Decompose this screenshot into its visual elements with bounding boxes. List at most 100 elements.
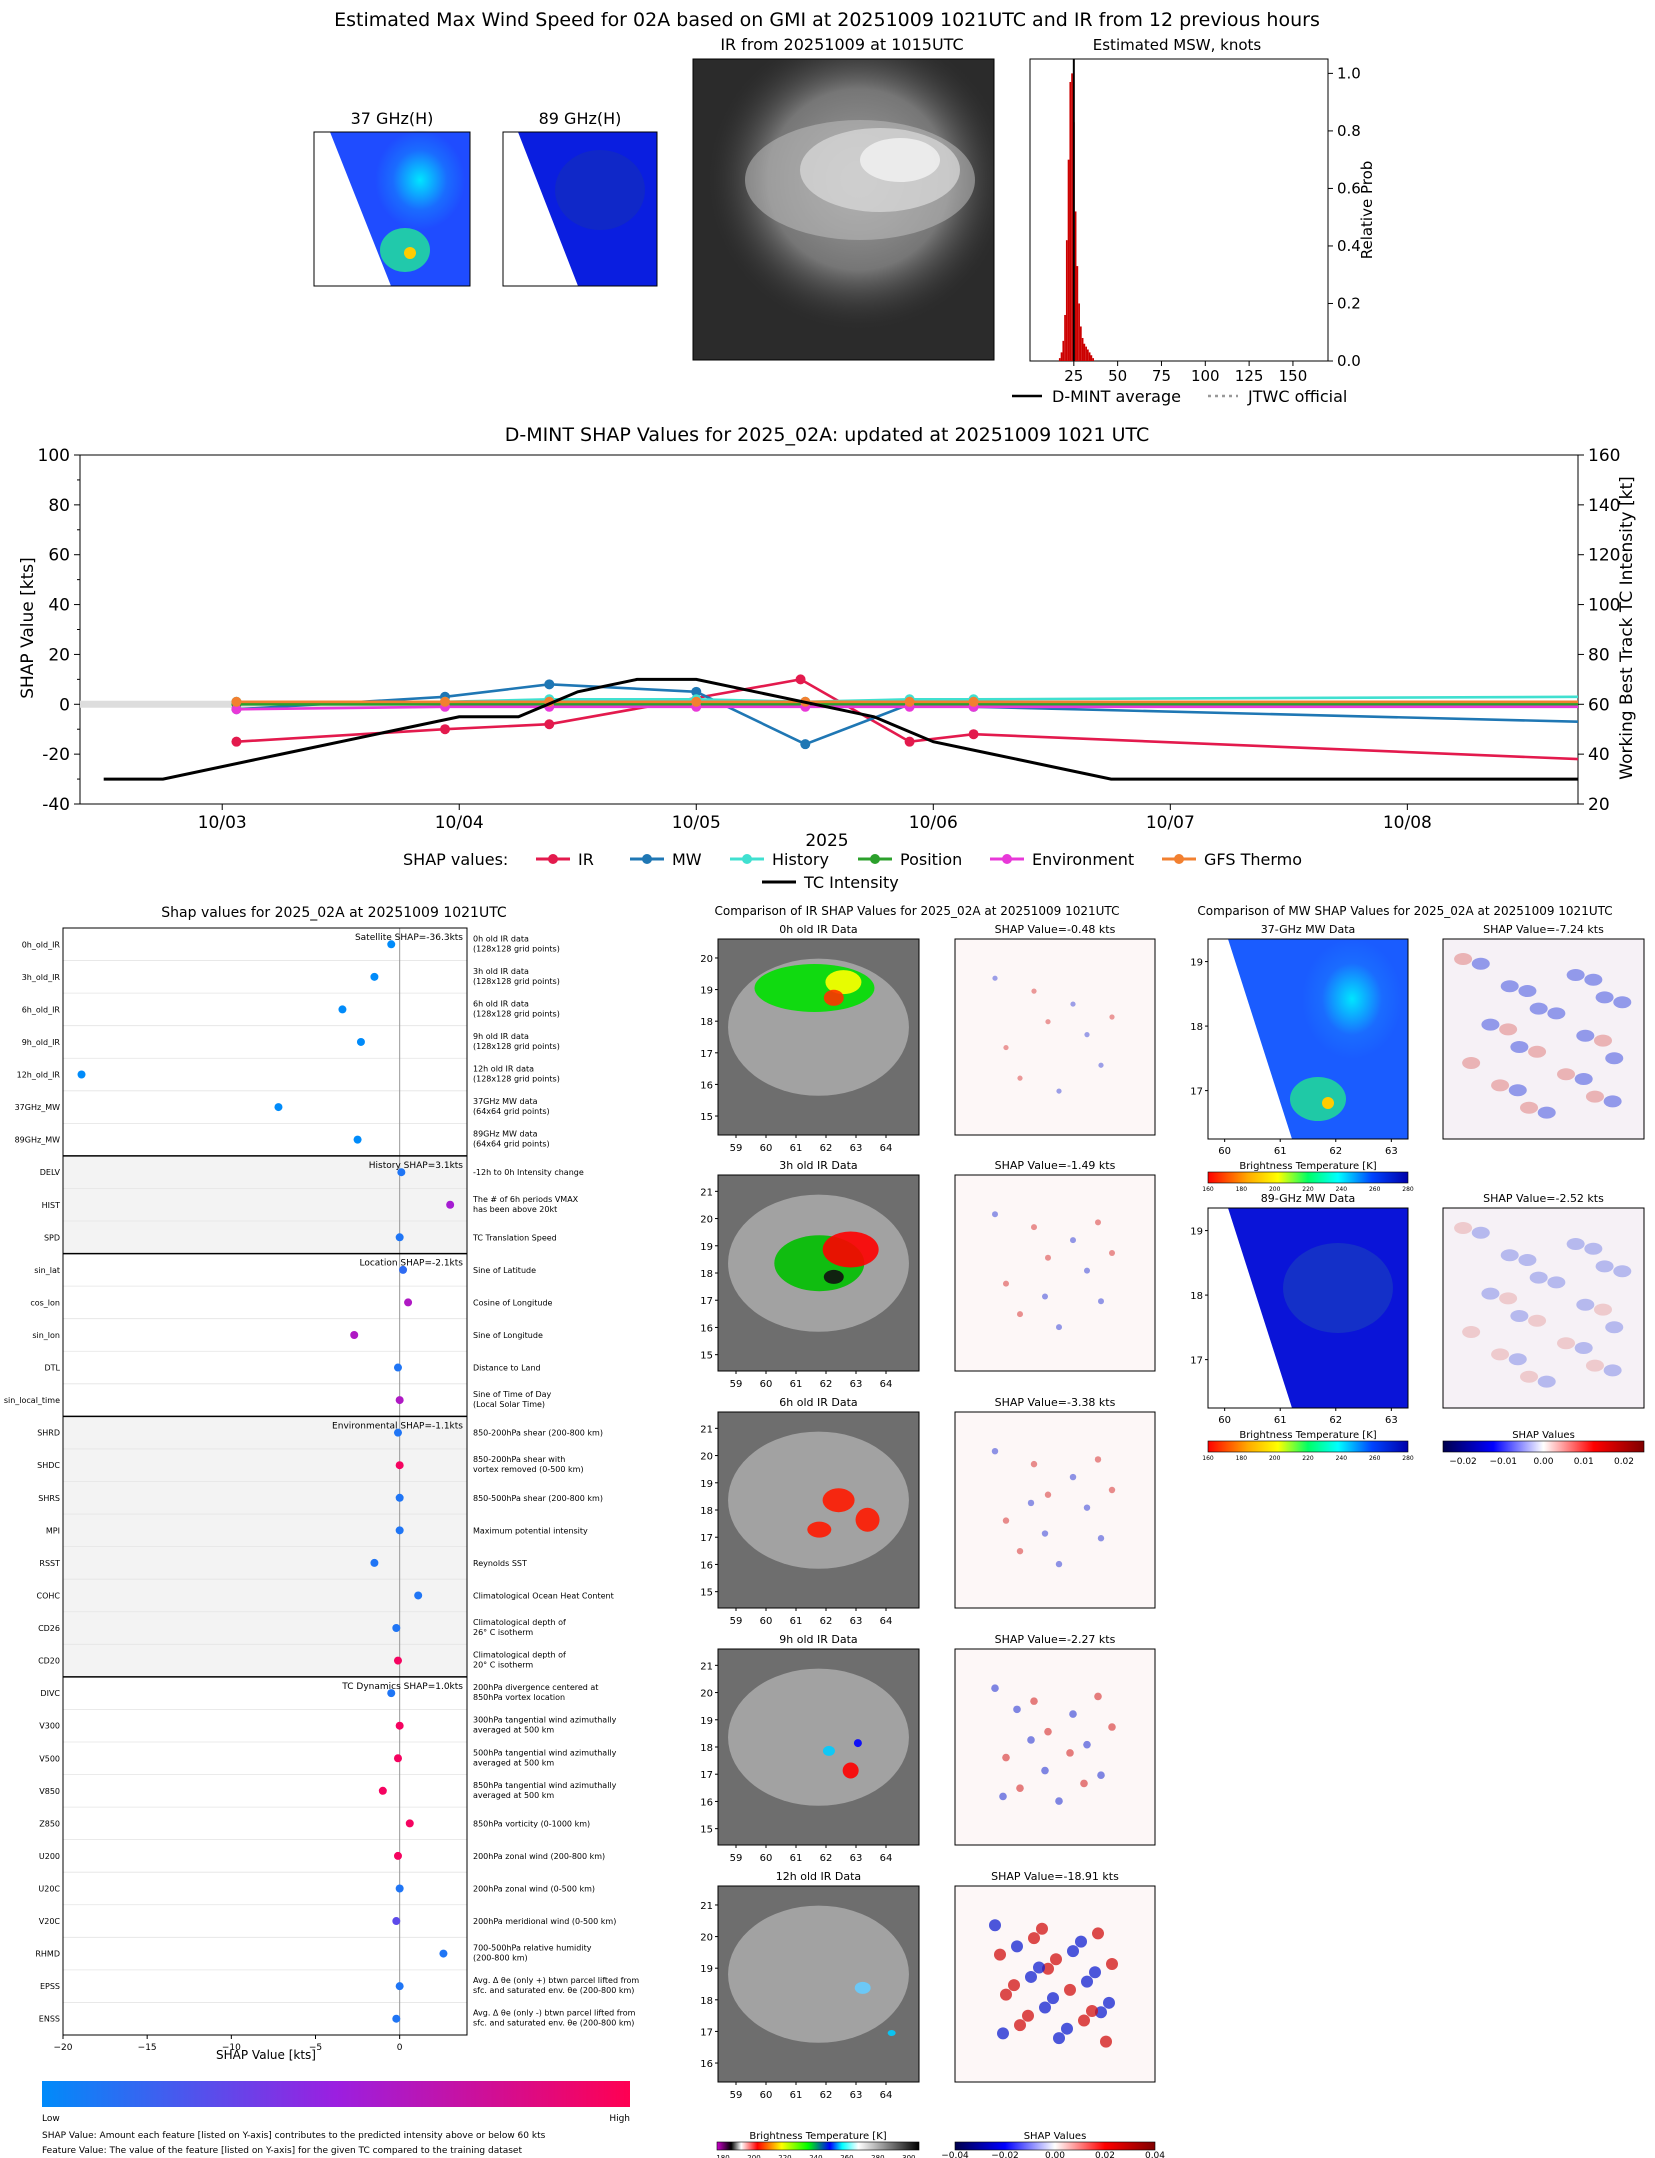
- feature-name: sin_local_time: [4, 1396, 60, 1405]
- mw-shap-colorbar-tick: −0.01: [1489, 1457, 1517, 1467]
- ir-ytick-label: 21: [700, 1187, 713, 1198]
- ir-row-shap-value: SHAP Value=-0.48 kts: [995, 923, 1116, 936]
- mw-shap-colorbar-tick: 0.01: [1574, 1457, 1594, 1467]
- ir-row-shap-value: SHAP Value=-2.27 kts: [995, 1633, 1116, 1646]
- msw-ytick-label: 0.6: [1337, 179, 1361, 197]
- ir-xtick-label: 60: [760, 1143, 773, 1154]
- ir-ytick-label: 19: [700, 986, 713, 997]
- ir-xtick-label: 59: [730, 1853, 743, 1864]
- feature-name: 37GHz_MW: [15, 1103, 60, 1112]
- ir-ytick-label: 15: [700, 1351, 713, 1362]
- ir-shap-speckle: [1066, 1749, 1074, 1757]
- ir-ytick-label: 18: [700, 1506, 713, 1517]
- feature-point: [77, 1070, 86, 1079]
- mw-shap-patch: [1454, 953, 1473, 965]
- ir-shap-speckle: [1095, 2006, 1107, 2019]
- feature-point: [405, 1819, 414, 1828]
- feature-name: sin_lat: [34, 1266, 60, 1275]
- ir-shap-speckle: [992, 975, 998, 981]
- feature-colorbar-high: High: [609, 2114, 630, 2124]
- ir-shap-speckle: [1081, 1975, 1093, 1988]
- mw-shap-patch: [1557, 1068, 1576, 1081]
- ir-shap-speckle: [1103, 1996, 1115, 2009]
- mw-xtick-label: 63: [1385, 1146, 1398, 1157]
- feature-description: 850hPa vortex location: [473, 1693, 565, 1702]
- ir-shap-speckle: [1031, 988, 1037, 994]
- ts-xtick-label: 10/03: [198, 813, 247, 833]
- ir-xtick-label: 62: [820, 1143, 833, 1154]
- ts-y2tick-label: 140: [1588, 496, 1620, 516]
- feature-description: (128x128 grid points): [473, 944, 560, 953]
- mw-xtick-label: 63: [1385, 1415, 1398, 1426]
- feature-description: (64x64 grid points): [473, 1107, 550, 1116]
- series-point-gfs-thermo: [691, 696, 702, 707]
- mw-shap-patch: [1529, 1271, 1548, 1284]
- feature-xtick-label: −5: [309, 2043, 322, 2053]
- histogram-bar: [1065, 240, 1068, 361]
- feature-name: sin_lon: [32, 1331, 60, 1340]
- feature-axes-frame: [62, 927, 468, 2036]
- ir-ytick-label: 19: [700, 1479, 713, 1490]
- ir-convective-cell: [842, 1762, 859, 1779]
- feature-description: -12h to 0h Intensity change: [473, 1168, 584, 1177]
- mw-shap-panel: [1442, 1207, 1645, 1409]
- mw-shap-patch: [1605, 1321, 1624, 1334]
- ts-ytick-label: 100: [38, 446, 70, 466]
- ir-shap-speckle: [1045, 1254, 1051, 1261]
- ir-shap-speckle: [1003, 1280, 1009, 1287]
- ir-ytick-label: 20: [700, 1689, 713, 1700]
- feature-point: [399, 1265, 408, 1274]
- ir-shap-speckle: [1100, 2035, 1112, 2048]
- feature-name: V300: [39, 1722, 60, 1731]
- mw-shap-patch: [1491, 1079, 1510, 1092]
- ir-bt-colorbar-tick: 180: [716, 2154, 729, 2158]
- ir-shap-speckle: [999, 1792, 1007, 1801]
- msw-legend: D-MINT average JTWC official: [1012, 387, 1347, 406]
- ts-y2tick-label: 160: [1588, 446, 1620, 466]
- feature-point: [356, 1037, 365, 1046]
- ir-shap-speckle: [1036, 1922, 1048, 1935]
- legend-marker: [1174, 854, 1184, 864]
- legend-label-tc-intensity: TC Intensity: [803, 873, 899, 892]
- mw-xtick-label: 62: [1329, 1415, 1342, 1426]
- msw-ytick-label: 0.2: [1337, 294, 1361, 312]
- feature-description: 6h old IR data: [473, 999, 529, 1008]
- legend-label-gfs-thermo: GFS Thermo: [1204, 850, 1302, 869]
- feature-description: (128x128 grid points): [473, 1009, 560, 1018]
- ir-shap-speckle: [1027, 1499, 1035, 1507]
- ir-shap-speckle: [1109, 1014, 1115, 1020]
- histogram-bar: [1074, 211, 1077, 361]
- feature-name: 6h_old_IR: [22, 1005, 61, 1014]
- series-line-environment: [236, 705, 1578, 711]
- feature-description: 850-200hPa shear (200-800 km): [473, 1429, 603, 1438]
- ir-shap-speckle: [1089, 1966, 1101, 1979]
- ir-shap-speckle: [1008, 1979, 1020, 1992]
- ir-shap-speckle: [1013, 1705, 1021, 1714]
- series-point-ir: [231, 736, 242, 747]
- ts-ytick-label: 60: [48, 546, 70, 566]
- ir-ytick-label: 15: [700, 1588, 713, 1599]
- mw-bt-colorbar-tick: 160: [1202, 1186, 1214, 1193]
- ir-shap-speckle: [1097, 1535, 1105, 1542]
- feature-description: 200hPa zonal wind (0-500 km): [473, 1884, 595, 1893]
- feature-point: [395, 1982, 404, 1991]
- feature-description: 700-500hPa relative humidity: [473, 1944, 592, 1953]
- feature-description: 3h old IR data: [473, 967, 529, 976]
- mw-ytick-label: 19: [1190, 958, 1203, 969]
- msw-ytick-label: 0.8: [1337, 122, 1361, 140]
- feature-name: HIST: [42, 1201, 60, 1210]
- ir-shap-speckle: [1017, 1311, 1023, 1318]
- mw-shap-patch: [1518, 985, 1537, 997]
- ir-shap-speckle: [1078, 2014, 1090, 2027]
- ir-shap-speckle: [1033, 1961, 1045, 1974]
- mw-shap-patch: [1537, 1375, 1556, 1388]
- feature-name: SHDC: [37, 1461, 60, 1470]
- feature-name: RSST: [39, 1559, 60, 1568]
- ir-convective-cell: [822, 1231, 879, 1268]
- feature-name: V500: [39, 1754, 60, 1763]
- ir-shap-speckle: [1098, 1062, 1104, 1068]
- ir-row-label: 3h old IR Data: [779, 1159, 857, 1172]
- ir-ytick-label: 20: [700, 1452, 713, 1463]
- ir-shap-speckle: [1064, 1983, 1076, 1996]
- mw-shap-patch: [1528, 1314, 1547, 1327]
